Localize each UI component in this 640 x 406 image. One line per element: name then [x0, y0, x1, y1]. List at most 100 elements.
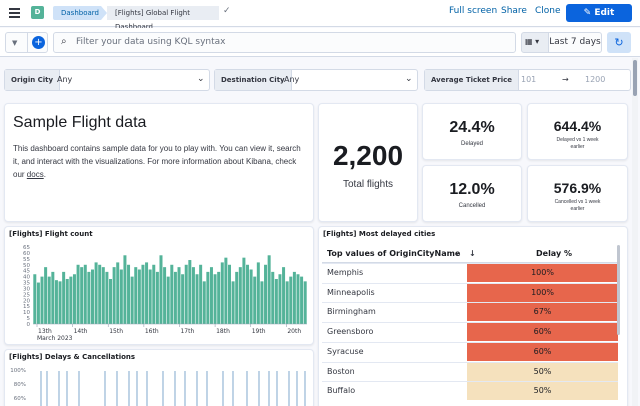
- bar: [195, 274, 199, 324]
- bar: [58, 281, 62, 324]
- bar: [105, 271, 109, 324]
- full-screen-button[interactable]: Full screen: [449, 6, 498, 16]
- col-delay-header[interactable]: Delay %: [536, 249, 572, 258]
- calendar-icon[interactable]: ▦ ▾: [521, 32, 549, 53]
- bar: [90, 269, 94, 324]
- bar: [224, 257, 228, 324]
- bar: [166, 276, 170, 324]
- price-max[interactable]: 1200: [585, 75, 606, 84]
- delays-title: [Flights] Delays & Cancellations: [9, 353, 136, 361]
- bar: [109, 278, 113, 324]
- cancelled-vs-panel: 576.9% Cancelled vs 1 week earlier: [527, 165, 628, 222]
- bar: [274, 278, 278, 324]
- cancelled-vs-label: Cancelled vs 1 week earlier: [554, 199, 601, 212]
- origin-city-control[interactable]: Origin City Any ⌄: [4, 69, 210, 91]
- y-tick-label: 55: [23, 257, 30, 263]
- table-row[interactable]: Boston 50%: [322, 361, 618, 381]
- table-row[interactable]: Memphis 100%: [322, 263, 618, 282]
- bar: [213, 274, 217, 324]
- docs-link[interactable]: docs: [26, 170, 44, 179]
- delayed-vs-label: Delayed vs 1 week earlier: [556, 137, 599, 150]
- city-cell: Boston: [327, 366, 355, 376]
- flight-count-panel: [Flights] Flight count 65 60 55 50 45 40 35 30 2…: [4, 226, 314, 345]
- table-row[interactable]: Buffalo 50%: [322, 381, 618, 401]
- flight-count-title: [Flights] Flight count: [9, 230, 93, 238]
- delay-cell: 67%: [467, 303, 618, 322]
- edit-button[interactable]: ✎ Edit: [566, 4, 632, 22]
- total-flights-panel: 2,200 Total flights: [318, 103, 418, 222]
- bar: [303, 281, 307, 324]
- y-tick-label: 60%: [14, 396, 26, 402]
- page-scrollbar[interactable]: [632, 58, 638, 406]
- chevron-down-icon[interactable]: ⌄: [455, 249, 462, 258]
- bar: [47, 276, 51, 324]
- time-range[interactable]: Last 7 days: [549, 32, 602, 53]
- delay-cell: 60%: [467, 323, 618, 342]
- menu-icon[interactable]: [9, 8, 20, 18]
- y-tick-label: 40: [23, 275, 30, 281]
- table-row[interactable]: Syracuse 60%: [322, 341, 618, 361]
- bar: [148, 269, 152, 324]
- delay-cell: 100%: [467, 283, 618, 302]
- share-button[interactable]: Share: [501, 6, 527, 16]
- filter-icon[interactable]: ▼: [12, 39, 18, 47]
- city-cell: Buffalo: [327, 386, 356, 396]
- cancelled-value: 12.0%: [449, 181, 495, 198]
- y-tick-label: 30: [23, 286, 30, 292]
- clone-button[interactable]: Clone: [535, 6, 561, 16]
- bar: [155, 271, 159, 324]
- search-input[interactable]: ⌕ Filter your data using KQL syntax: [53, 32, 516, 53]
- delayed-value: 24.4%: [449, 119, 495, 136]
- bar: [94, 262, 98, 324]
- ticket-price-control[interactable]: Average Ticket Price 101 → 1200: [424, 69, 631, 91]
- delays-panel: [Flights] Delays & Cancellations 100% 80%…: [4, 349, 314, 406]
- y-tick-label: 25: [23, 292, 30, 298]
- table-row[interactable]: Birmingham 67%: [322, 302, 618, 322]
- bar: [40, 276, 44, 324]
- bar: [285, 281, 289, 324]
- add-filter-icon[interactable]: +: [32, 36, 45, 49]
- bar: [101, 267, 105, 324]
- search-icon: ⌕: [61, 36, 67, 47]
- chevron-down-icon[interactable]: ✓: [223, 6, 231, 16]
- refresh-icon[interactable]: ↻: [607, 32, 631, 53]
- origin-city-label: Origin City: [5, 70, 61, 90]
- bar: [33, 274, 37, 324]
- bar: [188, 260, 192, 324]
- bar: [231, 281, 235, 324]
- price-min[interactable]: 101: [521, 75, 537, 84]
- total-flights-value: 2,200: [332, 140, 404, 171]
- breadcrumb-current: [Flights] Global Flight Dashboard: [107, 6, 219, 31]
- bar: [217, 271, 221, 324]
- destination-city-control[interactable]: Destination City Any ⌄: [214, 69, 418, 91]
- ticket-price-label: Average Ticket Price: [425, 70, 520, 90]
- bar: [289, 276, 293, 324]
- cancelled-vs-value: 576.9%: [553, 180, 602, 196]
- query-bar: ▼ + ⌕ Filter your data using KQL syntax …: [0, 28, 640, 57]
- table-row[interactable]: Minneapolis 100%: [322, 282, 618, 302]
- bar: [253, 276, 257, 324]
- space-avatar[interactable]: D: [31, 6, 44, 19]
- breadcrumb-dashboard[interactable]: Dashboard: [53, 6, 101, 20]
- table-row[interactable]: Greensboro 60%: [322, 322, 618, 342]
- y-tick-label: 60: [23, 251, 30, 257]
- chevron-down-icon: ⌄: [197, 74, 205, 84]
- bar: [51, 271, 55, 324]
- bar: [54, 280, 58, 324]
- price-arrow: →: [562, 75, 569, 84]
- table-scrollbar[interactable]: [617, 245, 620, 335]
- table-header: [322, 244, 618, 263]
- bar: [76, 264, 80, 324]
- delays-chart[interactable]: 100% 80% 60%: [7, 365, 313, 406]
- y-tick-label: 65: [23, 245, 30, 251]
- city-cell: Minneapolis: [327, 287, 375, 297]
- bar: [278, 274, 282, 324]
- city-cell: Syracuse: [327, 346, 364, 356]
- bar: [145, 262, 149, 324]
- col-city-header[interactable]: Top values of OriginCityName: [327, 249, 461, 258]
- x-tick-label: 18th: [216, 328, 230, 335]
- sort-arrow-icon[interactable]: ↓: [469, 249, 476, 258]
- bar: [152, 264, 156, 324]
- bar: [130, 276, 134, 324]
